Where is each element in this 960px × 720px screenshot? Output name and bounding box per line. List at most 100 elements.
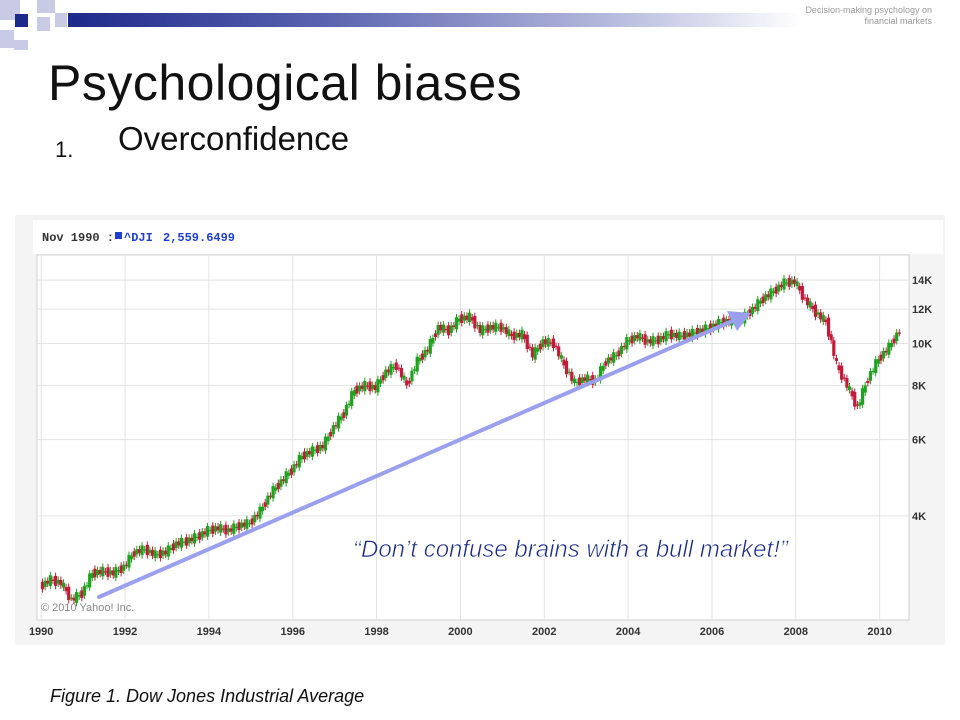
candle-body: [441, 324, 445, 333]
candle-body: [879, 354, 883, 361]
candle-body: [483, 328, 487, 331]
candle-body: [360, 385, 364, 389]
candle-body: [719, 322, 723, 324]
candle-body: [889, 342, 894, 348]
candle-body: [260, 506, 265, 512]
candle-body: [258, 506, 262, 519]
candle-body: [292, 464, 296, 473]
candle-body: [769, 288, 773, 300]
candle-body: [436, 324, 440, 335]
candle-body: [554, 345, 558, 347]
candle-body: [832, 340, 836, 356]
candle-body: [460, 314, 464, 323]
candle-body: [714, 323, 718, 327]
candle-body: [313, 449, 317, 451]
y-tick-label: 4K: [912, 511, 926, 523]
candle-body: [557, 346, 561, 357]
candle-body: [352, 390, 356, 396]
candle-body: [633, 335, 637, 342]
candle-body: [680, 335, 684, 337]
x-tick-label: 2010: [867, 626, 891, 638]
candle-body: [688, 332, 692, 337]
candle-body: [90, 573, 94, 579]
annotation-quote: “Don’t confuse brains with a bull market…: [353, 536, 789, 563]
candle-body: [604, 361, 608, 366]
candle-body: [405, 380, 409, 386]
candle-body: [56, 579, 60, 584]
candle-body: [336, 415, 341, 429]
candle-body: [496, 327, 501, 329]
candle-body: [415, 356, 419, 372]
candle-body: [64, 587, 68, 592]
candle-layer: [40, 274, 901, 607]
candle-body: [266, 495, 270, 505]
candle-body: [866, 380, 870, 384]
candle-body: [72, 597, 76, 601]
candle-body: [771, 291, 776, 293]
candle-body: [840, 365, 844, 380]
candle-body: [567, 371, 571, 373]
candle-body: [507, 329, 511, 337]
candle-body: [109, 570, 113, 575]
candle-body: [124, 564, 128, 566]
candle-body: [774, 286, 778, 294]
candle-body: [247, 523, 252, 525]
candle-body: [798, 285, 802, 291]
candle-body: [530, 347, 535, 358]
candle-body: [829, 334, 833, 341]
decor-square: [37, 17, 50, 31]
candle-body: [659, 336, 663, 342]
candle-body: [342, 412, 346, 418]
candle-body: [187, 537, 191, 544]
candle-body: [858, 402, 862, 406]
candle-body: [811, 306, 815, 310]
candle-body: [619, 345, 624, 354]
candle-body: [709, 323, 713, 332]
candle-body: [863, 385, 867, 393]
candle-body: [588, 379, 592, 381]
candle-body: [698, 328, 702, 334]
candle-body: [397, 367, 401, 369]
candle-body: [431, 337, 435, 344]
candle-body: [219, 524, 223, 533]
candle-body: [245, 519, 249, 529]
candle-body: [363, 380, 367, 392]
candle-body: [150, 549, 155, 556]
candle-body: [161, 550, 165, 556]
candle-body: [310, 446, 314, 457]
decor-square: [14, 40, 28, 50]
candle-body: [240, 522, 244, 528]
candle-body: [224, 524, 228, 535]
candle-body: [357, 385, 362, 392]
candle-body: [478, 324, 482, 333]
candle-body: [808, 301, 812, 308]
corner-note: Decision-making psychology on financial …: [805, 5, 932, 26]
candle-body: [253, 514, 257, 523]
list-item: Overconfidence: [118, 120, 350, 157]
candle-body: [433, 333, 438, 338]
candle-body: [748, 309, 752, 317]
candle-body: [229, 528, 233, 532]
candle-body: [190, 537, 194, 542]
tooltip-date: Nov 1990 :: [42, 231, 114, 245]
candle-body: [585, 374, 590, 384]
candle-body: [580, 377, 584, 384]
candle-body: [274, 487, 278, 491]
candle-body: [276, 483, 280, 490]
candle-body: [627, 340, 632, 342]
candle-body: [509, 333, 514, 337]
candle-body: [777, 284, 781, 292]
candle-body: [787, 278, 791, 287]
candle-body: [481, 325, 485, 336]
candle-body: [402, 375, 406, 380]
candle-body: [185, 537, 189, 546]
candle-body: [203, 531, 207, 535]
copyright-label: © 2010 Yahoo! Inc.: [41, 602, 134, 614]
candle-body: [578, 377, 582, 386]
candle-body: [200, 531, 204, 538]
candle-body: [685, 332, 689, 338]
candle-body: [543, 339, 548, 345]
candle-body: [300, 455, 304, 460]
candle-body: [111, 570, 115, 576]
candle-body: [418, 358, 422, 362]
